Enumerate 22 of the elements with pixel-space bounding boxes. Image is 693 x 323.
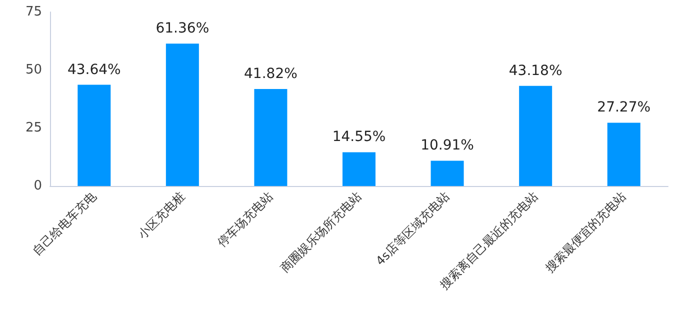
bar xyxy=(78,84,111,186)
data-label: 10.91% xyxy=(420,138,474,154)
data-label: 61.36% xyxy=(156,20,210,37)
x-tick-label: 小区充电桩 xyxy=(135,189,188,242)
x-tick-label: 商圈娱乐场所充电站 xyxy=(278,189,364,276)
bar xyxy=(607,122,640,186)
data-label: 27.27% xyxy=(597,100,651,116)
bar xyxy=(519,86,552,186)
x-tick-label: 停车场充电站 xyxy=(214,189,276,250)
bar xyxy=(166,44,199,186)
y-tick-label: 50 xyxy=(25,62,42,78)
y-tick-label: 75 xyxy=(25,4,42,20)
y-tick-label: 25 xyxy=(25,120,42,136)
bar xyxy=(342,152,376,186)
data-label: 14.55% xyxy=(332,129,386,146)
data-label: 43.64% xyxy=(67,62,121,78)
data-label: 41.82% xyxy=(244,66,298,82)
data-label: 43.18% xyxy=(508,62,562,79)
x-tick-label: 4s店等区域充电站 xyxy=(373,189,452,268)
x-tick-label: 搜索最便宜的充电站 xyxy=(542,189,629,276)
bar xyxy=(430,160,464,186)
bar xyxy=(254,88,288,186)
